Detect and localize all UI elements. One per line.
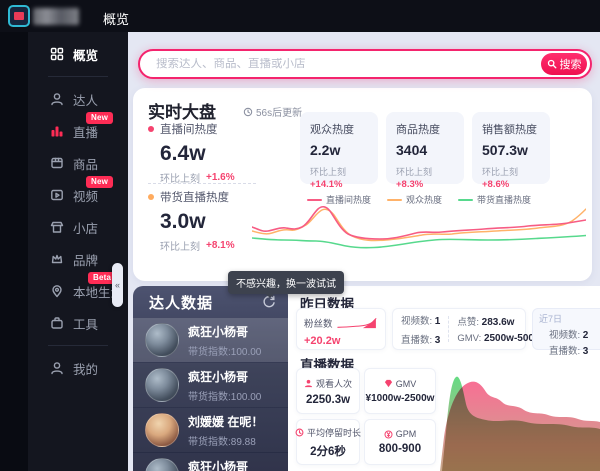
sidebar-rail — [0, 32, 28, 471]
talent-panel-title: 达人数据 — [149, 294, 214, 312]
sidebar-item-tools[interactable]: 工具 — [28, 307, 128, 339]
sidebar-item-local-life[interactable]: 本地生活 Beta — [28, 272, 128, 307]
avg-stay-duration-card: 平均停留时长 2分6秒 — [295, 419, 361, 465]
avatar — [145, 323, 179, 357]
duration-clock-icon — [295, 428, 304, 436]
legend-swatch — [306, 198, 322, 201]
stat-value: 3.0w — [160, 210, 206, 233]
shop-icon — [50, 221, 64, 233]
search-bar: 搜索 — [138, 49, 592, 79]
sidebar-item-brand[interactable]: 品牌 — [28, 243, 128, 275]
search-input[interactable] — [140, 58, 541, 70]
card-divider — [448, 316, 450, 342]
sidebar-item-overview[interactable]: 概览 — [28, 38, 128, 70]
change-up: +8.1% — [206, 240, 235, 251]
gmv-card: GMV ¥1000w-2500w — [364, 368, 436, 414]
talent-row[interactable]: 刘媛媛 在呢！ 带货指数:89.88 — [133, 408, 288, 452]
topbar: 概览 — [0, 0, 600, 32]
sidebar-item-live[interactable]: 直播 New — [28, 112, 128, 147]
clock-icon — [243, 107, 253, 116]
heat-line-chart — [252, 205, 586, 249]
update-countdown: 56s后更新 — [243, 104, 302, 119]
location-icon — [52, 285, 62, 298]
me-icon — [51, 362, 63, 375]
page-title: 概览 — [103, 12, 130, 27]
product-heat-card: 商品热度 3404 环比上刻 +8.3% — [386, 112, 464, 190]
fans-sparkline — [336, 318, 376, 329]
sidebar-item-talent[interactable]: 达人 — [28, 83, 128, 115]
legend-dot — [148, 126, 154, 132]
new-badge: New — [86, 112, 114, 124]
talent-row[interactable]: 疯狂小杨哥 带货指数:100.00 — [133, 363, 288, 407]
realtime-title: 实时大盘 — [148, 103, 216, 122]
brand-name-redacted — [33, 8, 79, 25]
toolbox-icon — [51, 317, 63, 329]
video-icon — [51, 189, 63, 201]
viewers-card: 观看人次 2250.3w — [296, 368, 360, 414]
live-bars-icon — [51, 126, 63, 137]
legend-swatch — [458, 198, 473, 201]
yesterday-overview-card: 视频数1 直播数3 点赞283.6w GMV2500w-5000w — [392, 308, 547, 350]
sidebar-item-video[interactable]: 视频 New — [28, 176, 128, 211]
search-button[interactable]: 搜索 — [541, 53, 587, 75]
legend-swatch — [386, 198, 402, 201]
avatar — [145, 458, 179, 471]
talent-row[interactable]: 疯狂小杨哥 带货指数:100.00 — [133, 318, 288, 362]
live-room-heat-stat: 直播间热度 6.4w 环比上刻 +1.6% — [148, 121, 235, 185]
gpm-card: GPM 800-900 — [364, 419, 436, 465]
refresh-tooltip: 不感兴趣，换一波试试 — [228, 271, 344, 298]
fans-count-card: 粉丝数 +20.2w — [296, 308, 386, 350]
product-box-icon — [51, 157, 63, 169]
avatar — [145, 413, 179, 447]
sidebar-collapse-handle[interactable]: « — [112, 263, 123, 307]
sidebar: 概览 达人 直播 New 商品 视频 New 小店 品牌 — [28, 32, 128, 471]
search-icon — [547, 59, 556, 69]
app-logo-icon — [8, 5, 30, 27]
beta-badge: Beta — [88, 272, 117, 284]
new-badge: New — [86, 176, 114, 188]
sidebar-divider — [48, 345, 108, 346]
change-up: +1.6% — [206, 172, 235, 183]
sidebar-divider — [48, 76, 108, 77]
brand-crown-icon — [51, 254, 63, 264]
live-trend-area-chart — [440, 376, 600, 471]
viewer-icon — [304, 379, 313, 387]
gpm-coin-icon — [384, 429, 393, 439]
user-icon — [51, 93, 63, 106]
legend-dot — [148, 194, 154, 200]
talent-data-panel: 达人数据 疯狂小杨哥 带货指数:100.00 疯狂小杨哥 带货指数:100.00 刘… — [133, 286, 288, 471]
stat-value: 6.4w — [160, 142, 206, 165]
stats-divider — [148, 183, 256, 184]
fans-change: +20.2w — [304, 335, 341, 347]
sidebar-item-product[interactable]: 商品 — [28, 147, 128, 179]
audience-heat-card: 观众热度 2.2w 环比上刻 +14.1% — [300, 112, 378, 190]
chart-legend: 直播间热度 观众热度 带货直播热度 — [252, 193, 586, 206]
sidebar-item-shop[interactable]: 小店 — [28, 211, 128, 243]
gmv-diamond-icon — [384, 379, 392, 388]
sidebar-item-mine[interactable]: 我的 — [28, 352, 128, 384]
grid-icon — [50, 47, 64, 61]
commerce-live-heat-stat: 带货直播热度 3.0w 环比上刻 +8.1% — [148, 189, 235, 253]
last-7-days-card: 近7日 视频数2 直播数3 — [532, 308, 600, 357]
sales-heat-card: 销售额热度 507.3w 环比上刻 +8.6% — [472, 112, 550, 190]
avatar — [145, 368, 179, 402]
